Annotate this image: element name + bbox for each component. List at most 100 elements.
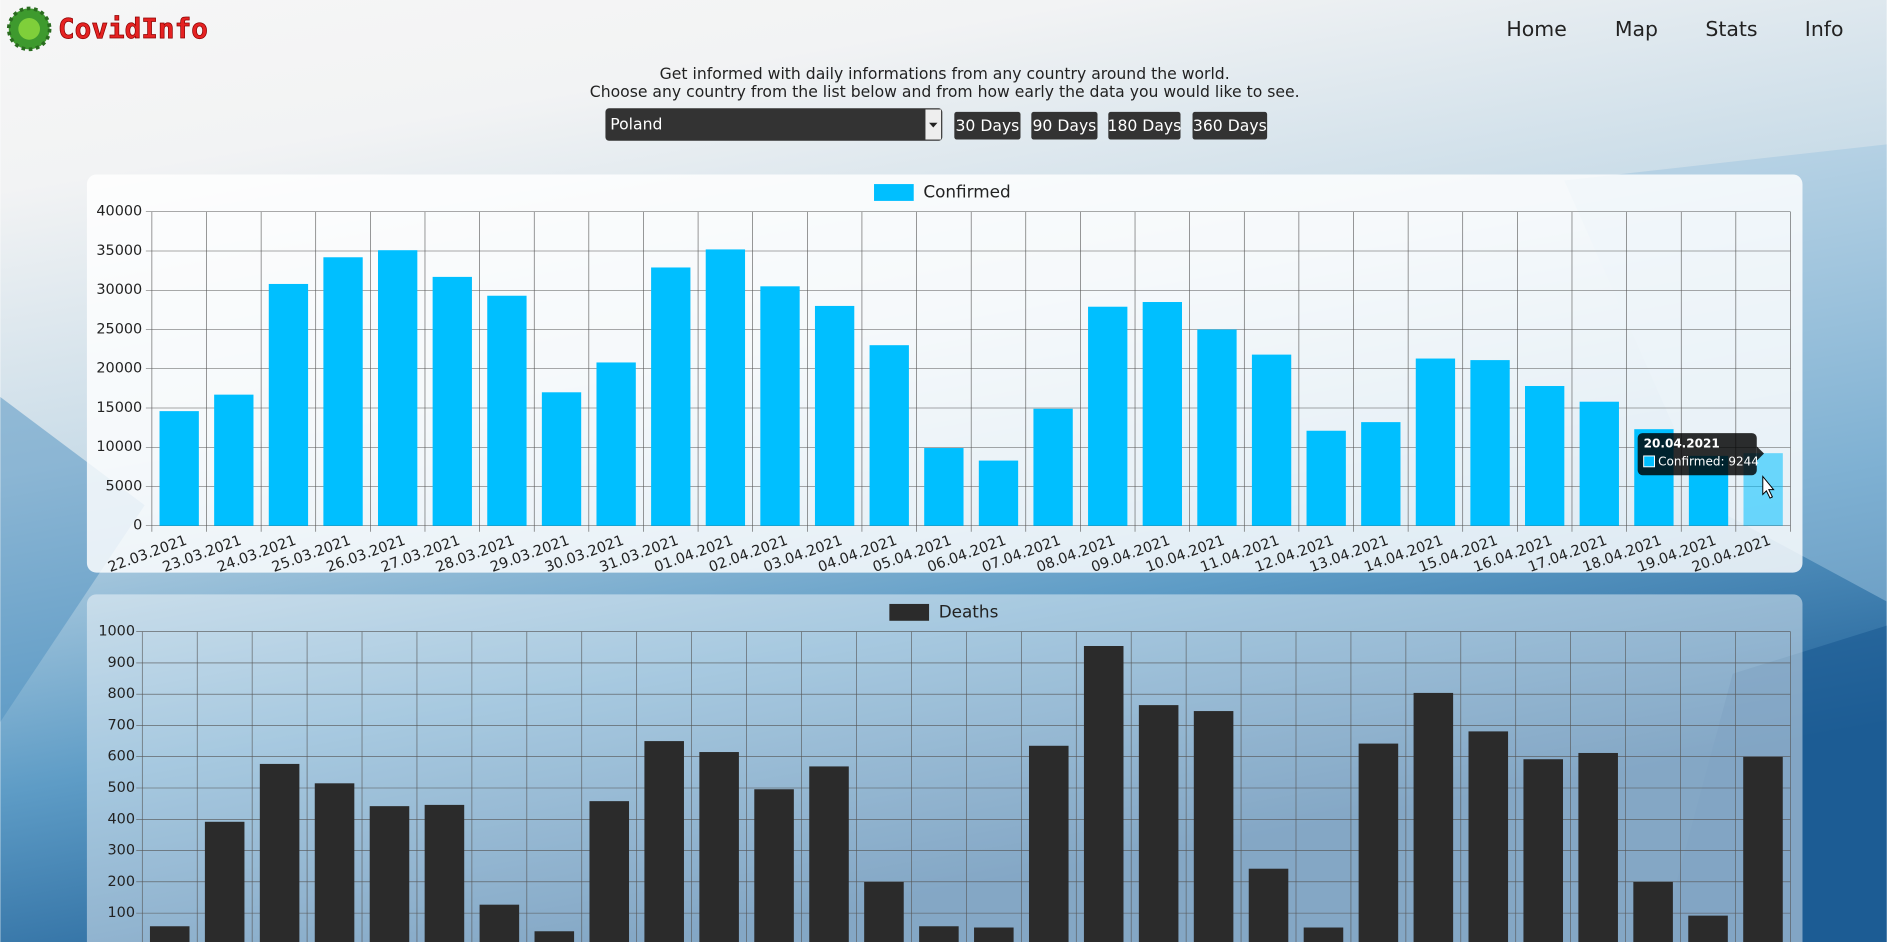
bar[interactable] <box>596 362 636 526</box>
bar[interactable] <box>159 411 199 526</box>
bar[interactable] <box>1248 868 1289 942</box>
bar[interactable] <box>1303 927 1344 942</box>
range-label: 30 Days <box>955 116 1019 135</box>
bar[interactable] <box>1028 745 1069 942</box>
bar[interactable] <box>268 283 309 526</box>
bar[interactable] <box>1306 430 1346 526</box>
bar[interactable] <box>323 257 363 526</box>
bar[interactable] <box>1083 645 1124 942</box>
bar[interactable] <box>314 783 355 942</box>
bar[interactable] <box>1138 705 1179 942</box>
bar[interactable] <box>754 789 794 942</box>
bar[interactable] <box>1197 329 1237 526</box>
bar[interactable] <box>1413 692 1454 942</box>
bar[interactable] <box>1743 756 1783 942</box>
bar[interactable] <box>924 448 964 526</box>
bar[interactable] <box>541 392 582 526</box>
bar[interactable] <box>259 763 300 942</box>
bar[interactable] <box>1688 915 1728 942</box>
bar[interactable] <box>699 752 739 942</box>
nav-link[interactable]: Stats <box>1705 17 1757 41</box>
bar[interactable] <box>149 926 190 942</box>
bar[interactable] <box>1470 360 1510 526</box>
y-tick-label: 600 <box>108 749 136 765</box>
intro-line: Choose any country from the list below a… <box>590 82 1300 101</box>
bar[interactable] <box>809 766 849 942</box>
nav-link[interactable]: Home <box>1506 17 1566 41</box>
y-tick-label: 25000 <box>96 321 142 337</box>
y-tick-label: 200 <box>108 874 136 890</box>
y-tick-label: 5000 <box>106 478 143 494</box>
tooltip-swatch <box>1643 455 1655 468</box>
bar[interactable] <box>479 904 520 942</box>
bar[interactable] <box>814 305 855 526</box>
tooltip: 20.04.2021 Confirmed: 9244 <box>1637 433 1775 499</box>
y-tick-label: 10000 <box>96 439 142 455</box>
bar[interactable] <box>869 345 909 526</box>
y-tick-label: 15000 <box>96 400 142 416</box>
tooltip-title: 20.04.2021 <box>1644 436 1720 450</box>
bar[interactable] <box>1251 354 1292 526</box>
nav-link[interactable]: Map <box>1615 17 1658 41</box>
range-button[interactable] <box>1192 111 1268 140</box>
cursor <box>1762 475 1775 499</box>
bar[interactable] <box>1415 358 1456 526</box>
legend-label: Deaths <box>939 601 999 621</box>
legend-swatch <box>889 603 930 621</box>
bar[interactable] <box>204 821 245 942</box>
bar[interactable] <box>1633 881 1673 942</box>
bar[interactable] <box>760 286 800 526</box>
country-select[interactable] <box>605 108 943 141</box>
bar[interactable] <box>534 931 575 942</box>
bar[interactable] <box>919 926 959 942</box>
bar[interactable] <box>1525 386 1565 526</box>
y-tick-label: 900 <box>108 655 136 671</box>
range-button[interactable] <box>954 111 1021 140</box>
bar[interactable] <box>1142 302 1183 526</box>
y-tick-label: 500 <box>108 780 136 796</box>
select-arrow <box>929 122 938 128</box>
brand[interactable]: CovidInfo <box>58 12 209 46</box>
bar[interactable] <box>1523 759 1564 942</box>
bar[interactable] <box>1361 422 1401 526</box>
bar[interactable] <box>1358 743 1399 942</box>
y-tick-label: 1000 <box>98 624 135 640</box>
bar[interactable] <box>1468 731 1509 942</box>
tooltip-label: Confirmed: 9244 <box>1658 454 1759 468</box>
bar[interactable] <box>487 295 527 526</box>
bar[interactable] <box>651 267 691 526</box>
y-tick-label: 0 <box>133 518 142 534</box>
bar[interactable] <box>644 741 684 942</box>
y-tick-label: 30000 <box>96 282 142 298</box>
bar[interactable] <box>378 250 418 526</box>
y-tick-label: 800 <box>108 686 136 702</box>
range-button[interactable] <box>1108 111 1181 140</box>
y-tick-label: 35000 <box>96 243 142 259</box>
bar[interactable] <box>1578 752 1618 942</box>
bar[interactable] <box>214 394 254 526</box>
bar[interactable] <box>424 804 465 942</box>
bar[interactable] <box>705 249 746 526</box>
bar[interactable] <box>432 276 472 526</box>
bar[interactable] <box>978 460 1019 526</box>
bar[interactable] <box>1088 306 1128 526</box>
tooltip-box <box>1637 433 1757 476</box>
y-tick-label: 20000 <box>96 361 142 377</box>
bar[interactable] <box>369 806 410 942</box>
legend-swatch <box>874 184 914 201</box>
nav-link[interactable]: Info <box>1805 17 1844 41</box>
intro-line: Get informed with daily informations fro… <box>660 64 1230 83</box>
range-button[interactable] <box>1031 111 1098 140</box>
bar[interactable] <box>1193 711 1234 942</box>
y-tick-label: 100 <box>108 905 136 921</box>
bar[interactable] <box>974 927 1014 942</box>
y-tick-label: 300 <box>108 843 136 859</box>
bar[interactable] <box>1033 408 1073 526</box>
y-tick-label: 700 <box>108 717 136 733</box>
bar[interactable] <box>864 881 904 942</box>
bar[interactable] <box>589 801 630 942</box>
bar[interactable] <box>1579 401 1619 526</box>
range-buttons: 30 Days 90 Days 180 Days 360 Days <box>954 111 1268 140</box>
